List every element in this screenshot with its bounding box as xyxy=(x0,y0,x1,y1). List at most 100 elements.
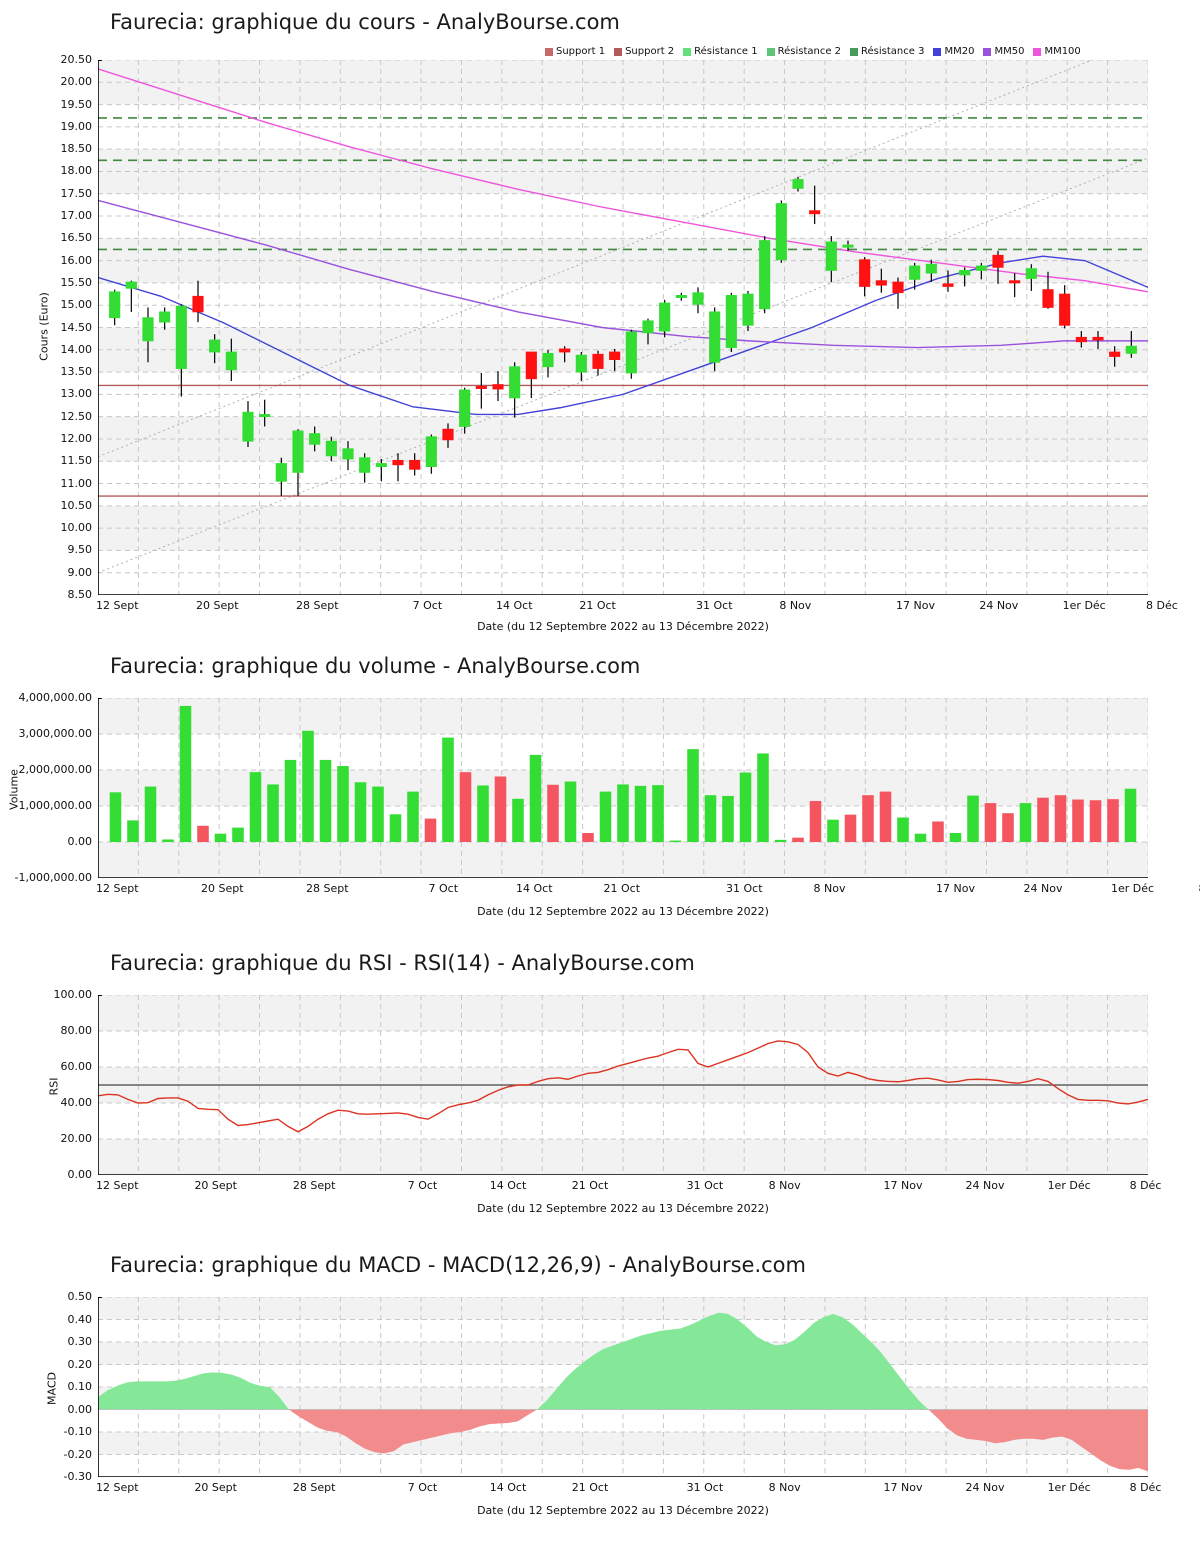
x-tick-label: 12 Sept xyxy=(96,882,139,895)
volume-bar xyxy=(249,772,262,842)
price-plot-area xyxy=(98,60,1148,595)
x-tick-label: 31 Oct xyxy=(686,1179,724,1192)
y-tick-label: 3,000,000.00 xyxy=(18,727,92,740)
volume-bar xyxy=(1037,797,1049,842)
x-tick-label: 24 Nov xyxy=(1023,882,1063,895)
legend-label: MM20 xyxy=(944,46,975,57)
candlestick xyxy=(459,387,471,434)
macd-negative-area xyxy=(98,1409,1148,1472)
candlestick xyxy=(975,262,987,280)
x-tick-label: 17 Nov xyxy=(896,599,935,612)
legend-label: Support 1 xyxy=(556,46,606,57)
candlestick xyxy=(892,277,904,309)
legend-swatch-icon xyxy=(545,47,553,56)
y-tick-label: 20.50 xyxy=(60,53,93,66)
y-tick-label: 16.00 xyxy=(60,253,93,267)
x-tick-label: 21 Oct xyxy=(603,882,641,895)
candlestick xyxy=(1125,331,1137,358)
candlestick xyxy=(292,429,304,497)
volume-bar xyxy=(967,795,979,842)
candlestick xyxy=(859,257,871,297)
y-tick-label: 0.40 xyxy=(67,1312,93,1326)
price-x-axis-label: Date (du 12 Septembre 2022 au 13 Décembr… xyxy=(477,620,769,633)
candlestick xyxy=(142,307,154,363)
volume-bar xyxy=(1089,800,1102,842)
legend-entry-7: MM100 xyxy=(1033,46,1081,57)
candlestick xyxy=(742,290,754,332)
rsi-y-axis-label: RSI xyxy=(47,1077,61,1096)
x-tick-label: 14 Oct xyxy=(496,599,533,612)
y-tick-label: 18.00 xyxy=(60,164,93,178)
x-tick-label: 1er Déc xyxy=(1111,882,1155,895)
y-tick-label: 0.50 xyxy=(67,1290,93,1303)
legend-entry-0: Support 1 xyxy=(545,46,605,57)
candlestick xyxy=(175,304,187,397)
candlestick xyxy=(692,287,704,314)
candlestick xyxy=(192,280,204,323)
x-tick-label: 14 Oct xyxy=(489,1481,527,1494)
y-tick-label: 11.50 xyxy=(60,454,93,468)
x-tick-label: 12 Sept xyxy=(96,1481,139,1494)
y-tick-label: 0.00 xyxy=(67,835,93,848)
candlestick xyxy=(825,236,837,283)
y-tick-label: 18.50 xyxy=(60,142,93,156)
candlestick xyxy=(559,346,571,363)
x-tick-label: 7 Oct xyxy=(412,599,443,612)
volume-bar xyxy=(739,772,752,842)
y-tick-label: -0.30 xyxy=(63,1470,92,1483)
candlestick xyxy=(1042,271,1054,309)
candlestick xyxy=(125,280,137,312)
volume-bar xyxy=(844,814,857,842)
volume-bar xyxy=(827,819,839,842)
candlestick xyxy=(575,352,587,381)
x-tick-label: 21 Oct xyxy=(579,599,616,612)
volume-bar xyxy=(547,784,559,842)
price-y-axis-label: Cours (Euro) xyxy=(37,292,51,361)
x-tick-label: 24 Nov xyxy=(965,1481,1005,1494)
y-tick-label: 0.20 xyxy=(67,1357,93,1371)
candlestick xyxy=(325,436,337,462)
x-tick-label: 20 Sept xyxy=(194,1179,237,1192)
legend-swatch-icon xyxy=(850,47,859,56)
candlestick xyxy=(792,176,804,192)
volume-bar xyxy=(232,827,244,842)
legend-swatch-icon xyxy=(683,47,692,56)
x-tick-label: 8 Déc xyxy=(1129,1179,1162,1192)
x-tick-label: 8 Déc xyxy=(1129,1481,1162,1494)
volume-bar xyxy=(1124,788,1137,842)
x-tick-label: 7 Oct xyxy=(407,1179,438,1192)
x-tick-label: 1er Déc xyxy=(1047,1481,1091,1494)
y-tick-label: 100.00 xyxy=(53,988,93,1001)
volume-bar xyxy=(949,833,962,842)
y-tick-label: -0.20 xyxy=(63,1447,92,1461)
volume-bar xyxy=(179,705,192,842)
y-tick-label: 60.00 xyxy=(60,1060,93,1073)
y-tick-label: 10.50 xyxy=(60,498,93,512)
x-tick-label: 20 Sept xyxy=(201,882,244,895)
candlestick xyxy=(909,262,921,290)
legend-swatch-icon xyxy=(766,47,775,56)
y-tick-label: -0.10 xyxy=(63,1425,92,1438)
candlestick xyxy=(425,434,437,474)
rsi-line xyxy=(98,1040,1148,1133)
y-tick-label: 20.00 xyxy=(60,1132,93,1145)
volume-bar xyxy=(687,749,699,842)
x-tick-label: 17 Nov xyxy=(883,1179,923,1192)
legend-label: Résistance 1 xyxy=(694,46,758,57)
volume-bar xyxy=(354,782,367,842)
volume-bar xyxy=(512,798,524,842)
y-tick-label: 0.10 xyxy=(67,1380,93,1393)
candlestick xyxy=(759,236,771,314)
y-tick-label: 9.50 xyxy=(67,543,93,557)
candlestick xyxy=(209,334,221,364)
volume-bar xyxy=(984,803,997,842)
rsi-plot-area xyxy=(98,995,1148,1175)
candlestick xyxy=(492,371,504,402)
volume-bar xyxy=(564,781,577,842)
candlestick xyxy=(375,459,387,482)
x-tick-label: 17 Nov xyxy=(883,1481,923,1494)
legend-entry-6: MM50 xyxy=(983,46,1024,57)
y-tick-label: 0.30 xyxy=(67,1335,93,1348)
candlestick xyxy=(1092,331,1104,349)
x-tick-label: 31 Oct xyxy=(726,882,763,895)
